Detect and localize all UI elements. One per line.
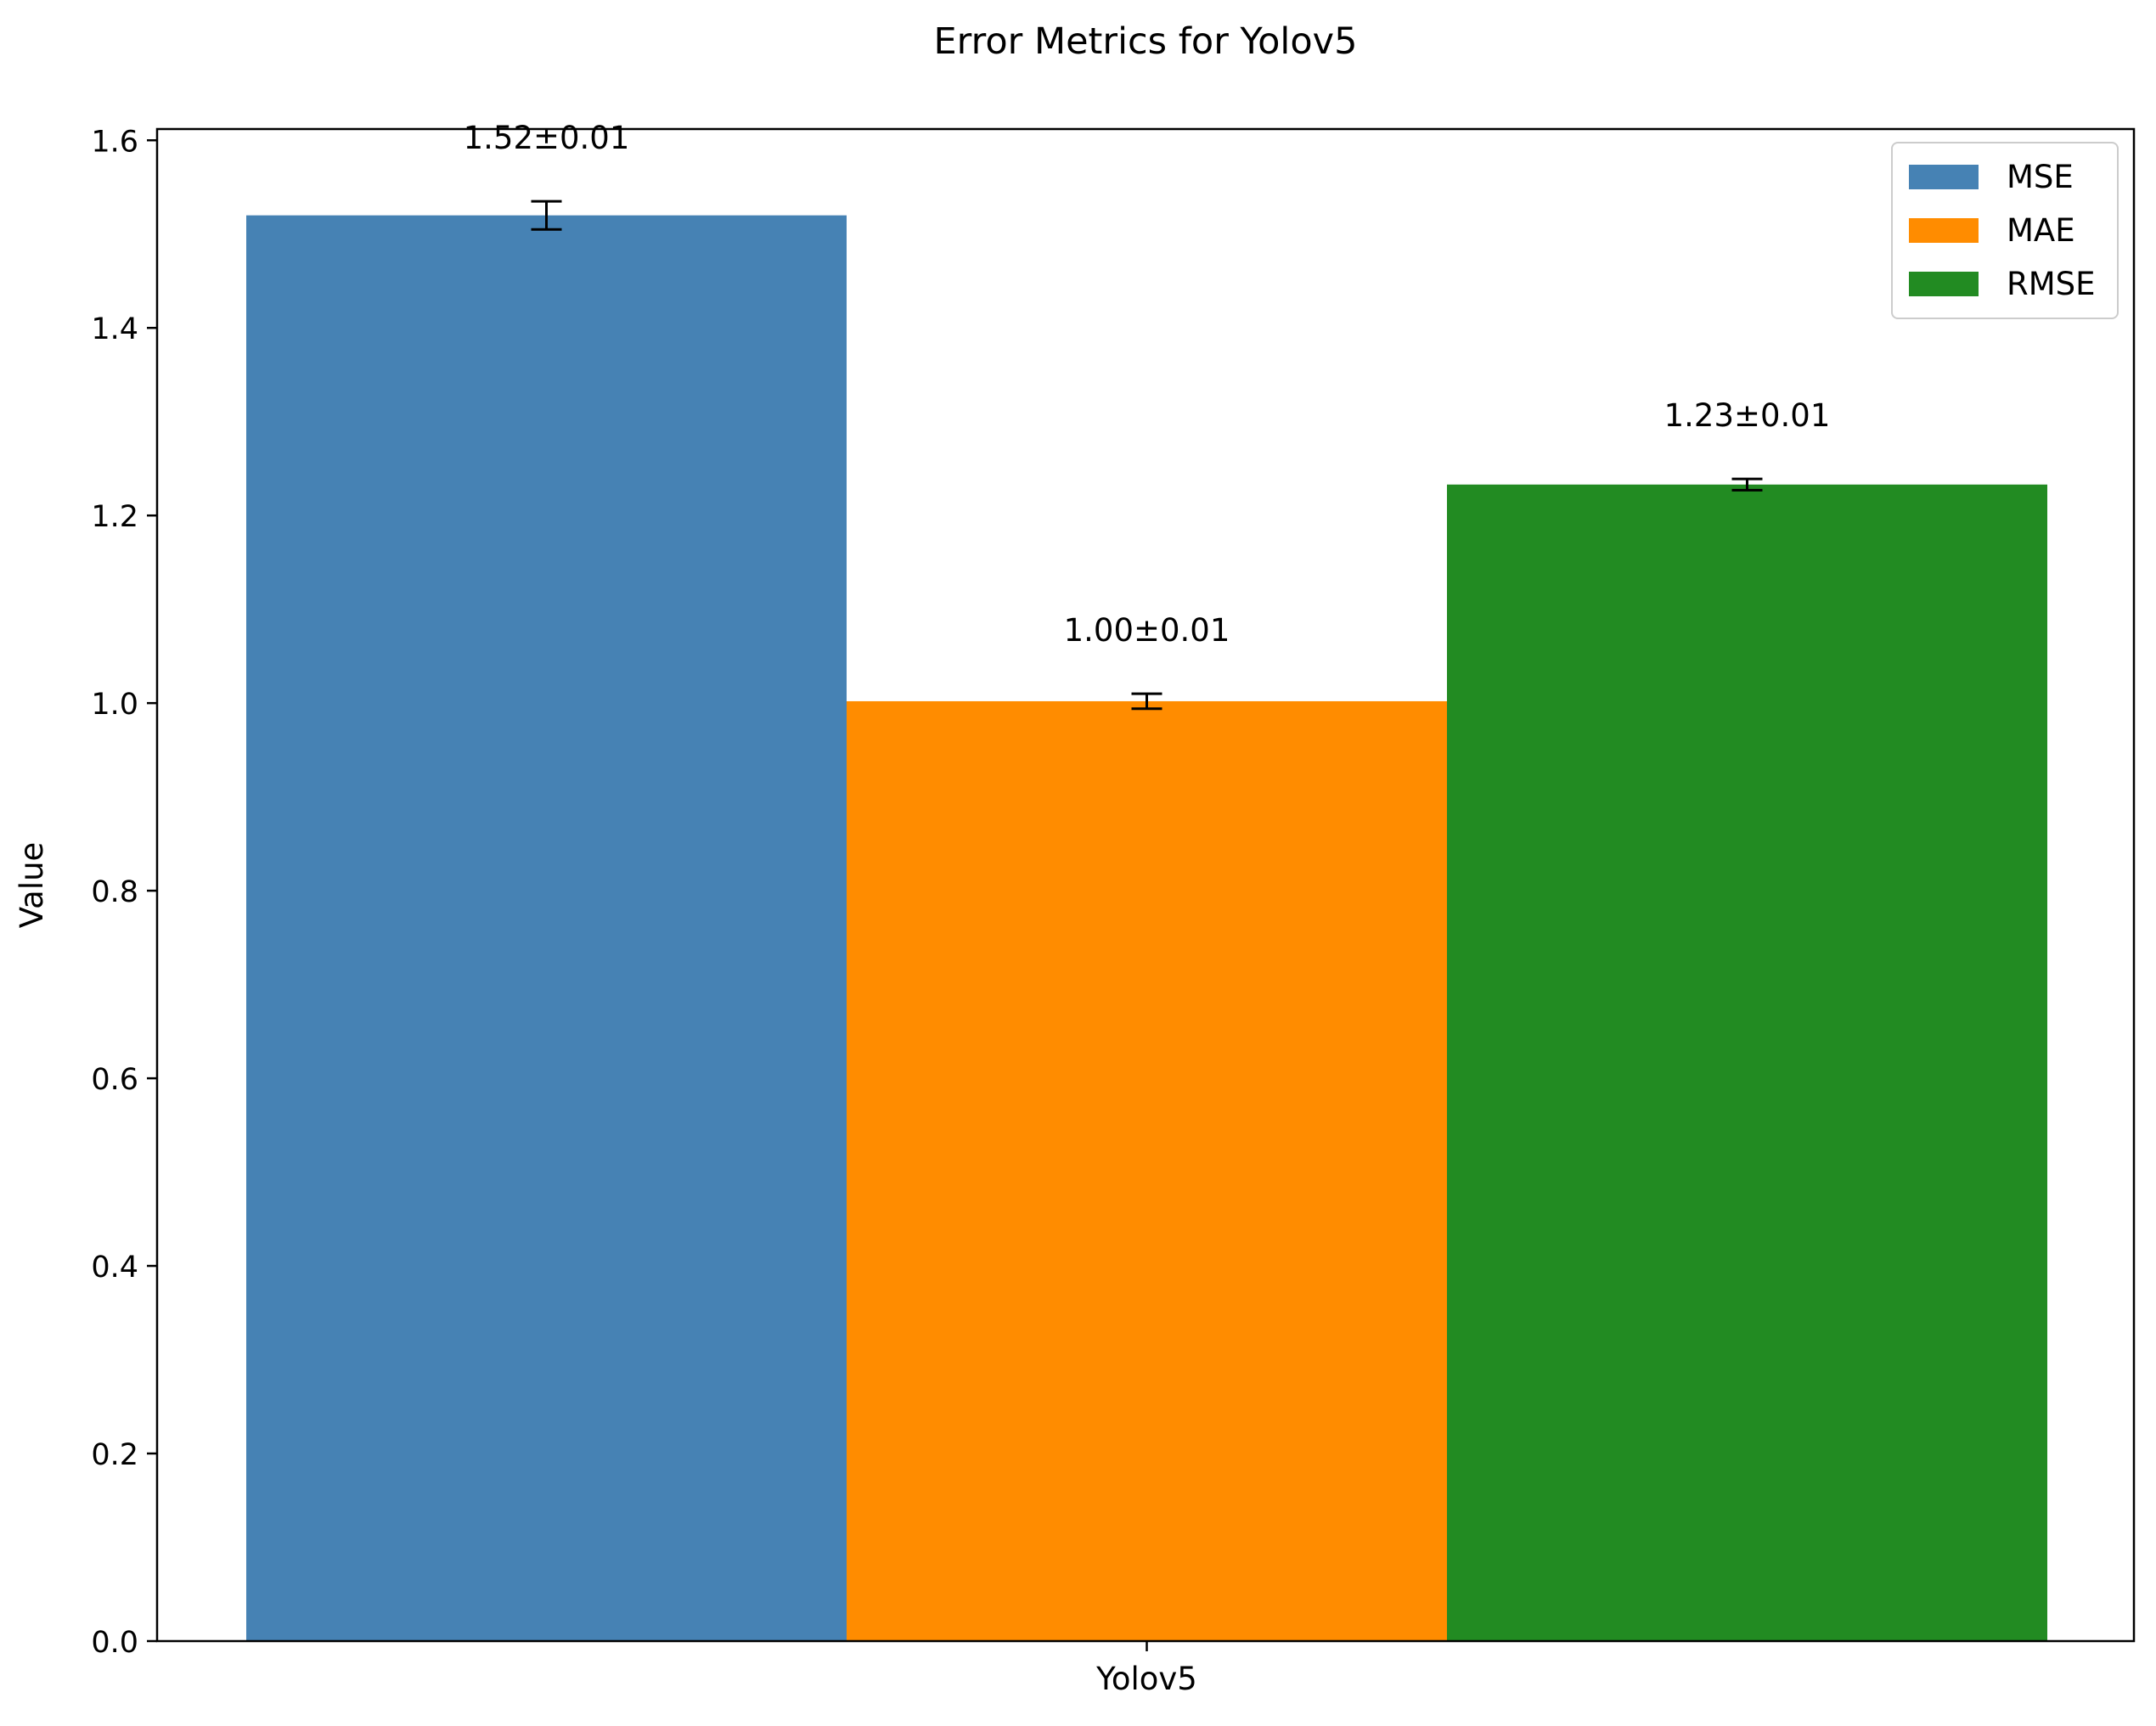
y-tick-label: 1.2 xyxy=(91,500,138,534)
legend-label-mse: MSE xyxy=(2007,159,2074,195)
bar-mae xyxy=(847,700,1447,1641)
legend-label-mae: MAE xyxy=(2007,212,2075,249)
chart-title: Error Metrics for Yolov5 xyxy=(934,20,1358,63)
errorbars-layer xyxy=(531,200,1763,711)
y-tick-label: 0.0 xyxy=(91,1626,138,1660)
x-tick-label: Yolov5 xyxy=(1095,1661,1197,1697)
data-label-mae: 1.00±0.01 xyxy=(1064,612,1230,649)
y-tick-label: 0.4 xyxy=(91,1251,138,1285)
legend-swatch-mae xyxy=(1909,218,1979,243)
y-axis-label: Value xyxy=(14,842,50,929)
legend-swatch-mse xyxy=(1909,165,1979,189)
bars-layer xyxy=(246,215,2047,1642)
plot-frame xyxy=(155,127,2136,1643)
axes-layer: 0.0 0.2 0.4 0.6 0.8 1.0 1.2 1.4 1.6 Yolov5 xyxy=(91,125,2136,1697)
legend-swatch-rmse xyxy=(1909,272,1979,296)
y-tick-label: 0.2 xyxy=(91,1438,138,1472)
data-label-rmse: 1.23±0.01 xyxy=(1664,397,1831,434)
y-tick-label: 1.0 xyxy=(91,688,138,722)
y-tick-label: 0.6 xyxy=(91,1063,138,1097)
bar-mse xyxy=(246,215,847,1642)
bar-rmse xyxy=(1447,484,2047,1641)
legend: MSE MAE RMSE xyxy=(1891,142,2119,319)
y-tick-label: 0.8 xyxy=(91,875,138,909)
data-label-mse: 1.52±0.01 xyxy=(464,120,630,156)
legend-label-rmse: RMSE xyxy=(2007,266,2096,302)
y-tick-label: 1.4 xyxy=(91,312,138,346)
data-labels-layer: 1.52±0.01 1.00±0.01 1.23±0.01 xyxy=(464,120,1831,649)
y-tick-label: 1.6 xyxy=(91,125,138,159)
